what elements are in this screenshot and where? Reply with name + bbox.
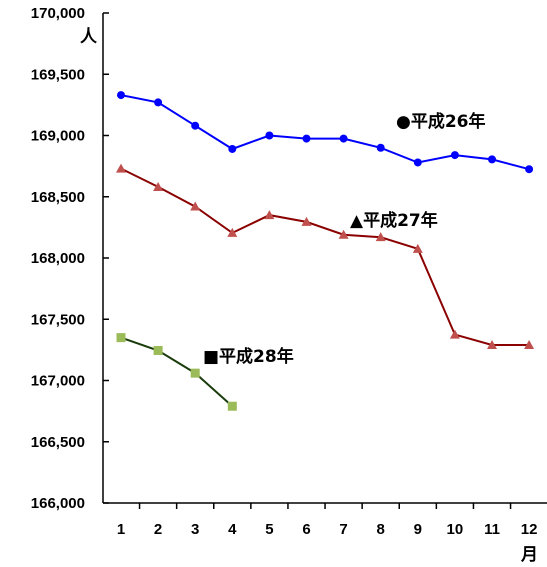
series-0 <box>117 91 534 174</box>
y-tick-group: 170,000 169,500 169,000 168,500 168,000 167,5… <box>31 5 109 512</box>
x-tick-label: 1 <box>117 521 125 538</box>
data-point <box>339 134 348 143</box>
data-point <box>227 401 237 411</box>
y-tick-label: 168,500 <box>31 189 85 206</box>
data-point <box>375 232 386 242</box>
x-unit-label: 月 <box>520 545 538 565</box>
series-labels: ●平成26年 ▲平成27年 ■平成28年 <box>203 111 486 367</box>
y-tick-label: 166,000 <box>31 495 85 512</box>
y-axis: 170,000 169,500 169,000 168,500 168,000 167,5… <box>31 5 109 512</box>
data-point <box>153 345 163 355</box>
data-point <box>264 210 275 220</box>
series-label-h26: ●平成26年 <box>396 111 486 132</box>
data-point <box>190 201 201 211</box>
data-point <box>301 216 312 226</box>
data-point <box>117 91 125 100</box>
series-label-h28: ■平成28年 <box>203 346 294 367</box>
data-point <box>116 163 126 173</box>
data-point <box>376 143 385 152</box>
y-tick-label: 166,500 <box>31 434 85 451</box>
data-point <box>190 368 200 378</box>
data-point <box>488 155 496 164</box>
x-tick-label: 3 <box>191 521 199 538</box>
series-line <box>120 94 530 171</box>
x-tick-label: 8 <box>377 521 385 538</box>
data-point <box>525 165 534 174</box>
series-1 <box>116 163 535 349</box>
y-tick-label: 168,000 <box>31 250 85 267</box>
y-tick-label: 170,000 <box>31 5 85 22</box>
x-tick-label: 11 <box>484 521 500 538</box>
data-point <box>227 227 238 237</box>
x-tick-label: 4 <box>228 521 237 538</box>
series-2 <box>116 333 237 411</box>
data-point <box>524 339 535 349</box>
data-point <box>153 181 164 191</box>
series-label-h27: ▲平成27年 <box>350 210 438 231</box>
x-tick-group: 1 2 3 4 5 6 7 8 9 10 11 12 <box>117 503 538 538</box>
data-point <box>265 131 274 140</box>
data-point <box>302 134 311 143</box>
series-line <box>120 167 530 346</box>
x-tick-label: 6 <box>302 521 310 538</box>
x-tick-label: 2 <box>154 521 162 538</box>
x-tick-label: 12 <box>521 521 538 538</box>
data-point <box>228 144 237 153</box>
x-axis: 1 2 3 4 5 6 7 8 9 10 11 12 月 <box>103 502 547 565</box>
data-point <box>413 158 422 167</box>
x-tick-label: 9 <box>414 521 422 538</box>
data-point <box>412 243 423 253</box>
data-point <box>450 151 459 160</box>
y-tick-label: 169,500 <box>31 66 85 83</box>
x-tick-label: 7 <box>339 521 347 538</box>
data-point <box>338 229 349 239</box>
series-line <box>120 336 233 407</box>
x-tick-label: 5 <box>265 521 273 538</box>
y-tick-label: 167,500 <box>31 311 85 328</box>
data-point <box>487 339 497 349</box>
series-layer <box>116 91 535 411</box>
data-point <box>116 333 126 343</box>
y-unit-label: 人 <box>80 27 98 47</box>
data-point <box>449 329 460 339</box>
data-point <box>154 98 163 107</box>
y-tick-label: 167,000 <box>31 373 85 390</box>
x-tick-label: 10 <box>447 521 464 538</box>
data-point <box>191 121 200 130</box>
y-tick-label: 169,000 <box>31 128 85 145</box>
